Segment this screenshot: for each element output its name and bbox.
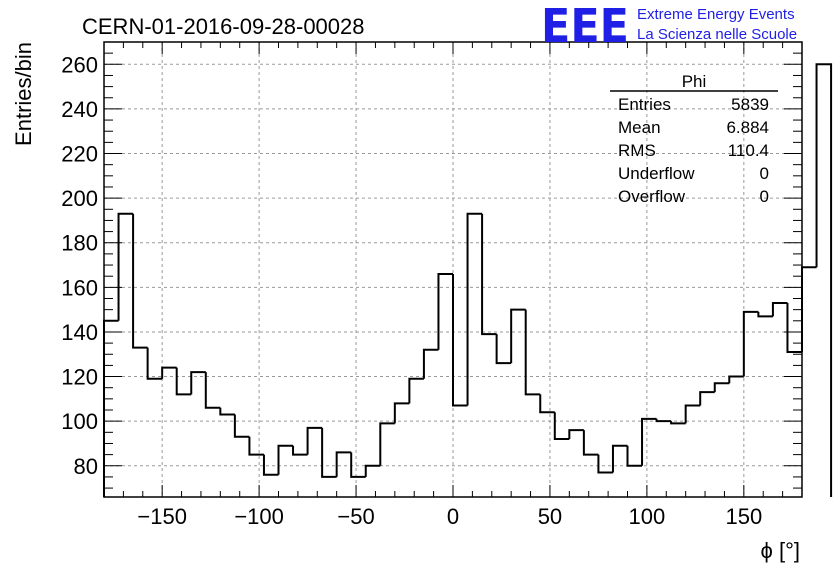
x-tick-label: −150	[137, 504, 187, 529]
histogram-bin	[292, 445, 308, 456]
y-axis-label: Entries/bin	[11, 42, 36, 146]
x-tick-label: 100	[629, 504, 666, 529]
histogram-bin	[117, 212, 134, 321]
histogram-bin	[641, 417, 657, 466]
histogram-bin	[161, 366, 177, 379]
eee-logo-mark: EEE	[541, 0, 629, 53]
histogram-bin	[728, 375, 744, 384]
histogram-bin	[655, 418, 672, 423]
histogram-bin	[611, 444, 628, 473]
histogram-bin	[757, 311, 773, 318]
histogram-bin	[321, 427, 337, 478]
x-tick-label: 0	[447, 504, 459, 529]
histogram-bin	[684, 404, 701, 424]
histogram-bin	[452, 273, 468, 407]
histogram-bin	[204, 372, 221, 409]
y-tick-label: 200	[61, 186, 98, 211]
histogram-bin	[582, 430, 599, 456]
stats-value-entries: 5839	[731, 95, 769, 114]
chart-title: CERN-01-2016-09-28-00028	[82, 14, 365, 39]
y-tick-label: 140	[61, 320, 98, 345]
histogram-bin	[103, 319, 119, 497]
y-tick-label: 260	[61, 52, 98, 77]
histogram-bin	[350, 452, 366, 478]
stats-label-overflow: Overflow	[618, 187, 686, 206]
histogram-bin	[815, 63, 833, 497]
stats-label-rms: RMS	[618, 141, 656, 160]
stats-value-rms: 110.4	[728, 141, 769, 160]
histogram-bin	[801, 266, 817, 353]
stats-value-overflow: 0	[760, 187, 769, 206]
histogram-bin	[626, 445, 643, 467]
histogram-bin	[553, 412, 570, 441]
stats-label-mean: Mean	[618, 118, 661, 137]
histogram-bin	[568, 429, 584, 440]
x-tick-label: 150	[725, 504, 762, 529]
x-axis-label: ϕ [°]	[761, 538, 800, 563]
histogram-bin	[495, 334, 512, 365]
stats-title: Phi	[682, 72, 707, 91]
histogram-bin	[335, 451, 352, 477]
stats-label-entries: Entries	[618, 95, 671, 114]
histogram-bin	[393, 402, 410, 424]
y-tick-label: 100	[61, 409, 98, 434]
histogram-bin	[233, 414, 250, 438]
tick-labels: −150 −100 −50 0 50 100 150 80 100 120 140 160 180 200…	[61, 52, 762, 529]
histogram-bin	[262, 454, 279, 476]
histogram-bin	[466, 212, 483, 406]
histogram-bin	[306, 426, 323, 455]
y-tick-label: 160	[61, 275, 98, 300]
y-tick-label: 220	[61, 142, 98, 167]
logo-line-2: La Scienza nelle Scuole	[637, 26, 797, 43]
histogram-bin	[539, 394, 555, 414]
histogram-bin	[132, 213, 148, 349]
histogram-bin	[510, 308, 526, 364]
y-tick-label: 180	[61, 231, 98, 256]
histogram-bin	[481, 213, 497, 336]
histogram-bin	[670, 421, 686, 425]
histogram-bin	[742, 310, 759, 377]
stats-value-mean: 6.884	[726, 118, 769, 137]
axis-ticks	[103, 42, 803, 497]
y-tick-label: 80	[74, 454, 98, 479]
histogram-bin	[422, 348, 439, 379]
histogram-bin	[175, 367, 192, 396]
histogram-bin	[437, 272, 453, 350]
histogram-bin	[219, 407, 235, 416]
histogram-bin	[699, 391, 715, 406]
histogram-bin	[597, 454, 613, 474]
histogram-bin	[771, 301, 788, 317]
histogram-bin	[379, 422, 395, 466]
y-tick-label: 120	[61, 365, 98, 390]
histogram-bin	[146, 347, 163, 380]
histogram-bin	[524, 309, 541, 396]
x-tick-label: 50	[538, 504, 562, 529]
histogram-bin	[277, 444, 294, 475]
histogram-bin	[713, 382, 730, 393]
logo-line-1: Extreme Energy Events	[637, 6, 795, 23]
histogram-bin	[190, 371, 206, 395]
stats-box: Phi Entries 5839 Mean 6.884 RMS 110.4 Un…	[610, 72, 778, 206]
x-tick-label: −50	[337, 504, 374, 529]
histogram-bin	[408, 377, 424, 404]
grid	[104, 42, 802, 497]
histogram-series	[103, 63, 833, 497]
stats-value-underflow: 0	[760, 164, 769, 183]
histogram-bin	[364, 464, 381, 477]
x-tick-label: −100	[234, 504, 284, 529]
eee-logo: EEE Extreme Energy Events La Scienza nel…	[541, 0, 797, 53]
histogram-bin	[248, 436, 264, 456]
histogram-bin	[786, 302, 802, 354]
stats-label-underflow: Underflow	[618, 164, 695, 183]
y-tick-label: 240	[61, 97, 98, 122]
